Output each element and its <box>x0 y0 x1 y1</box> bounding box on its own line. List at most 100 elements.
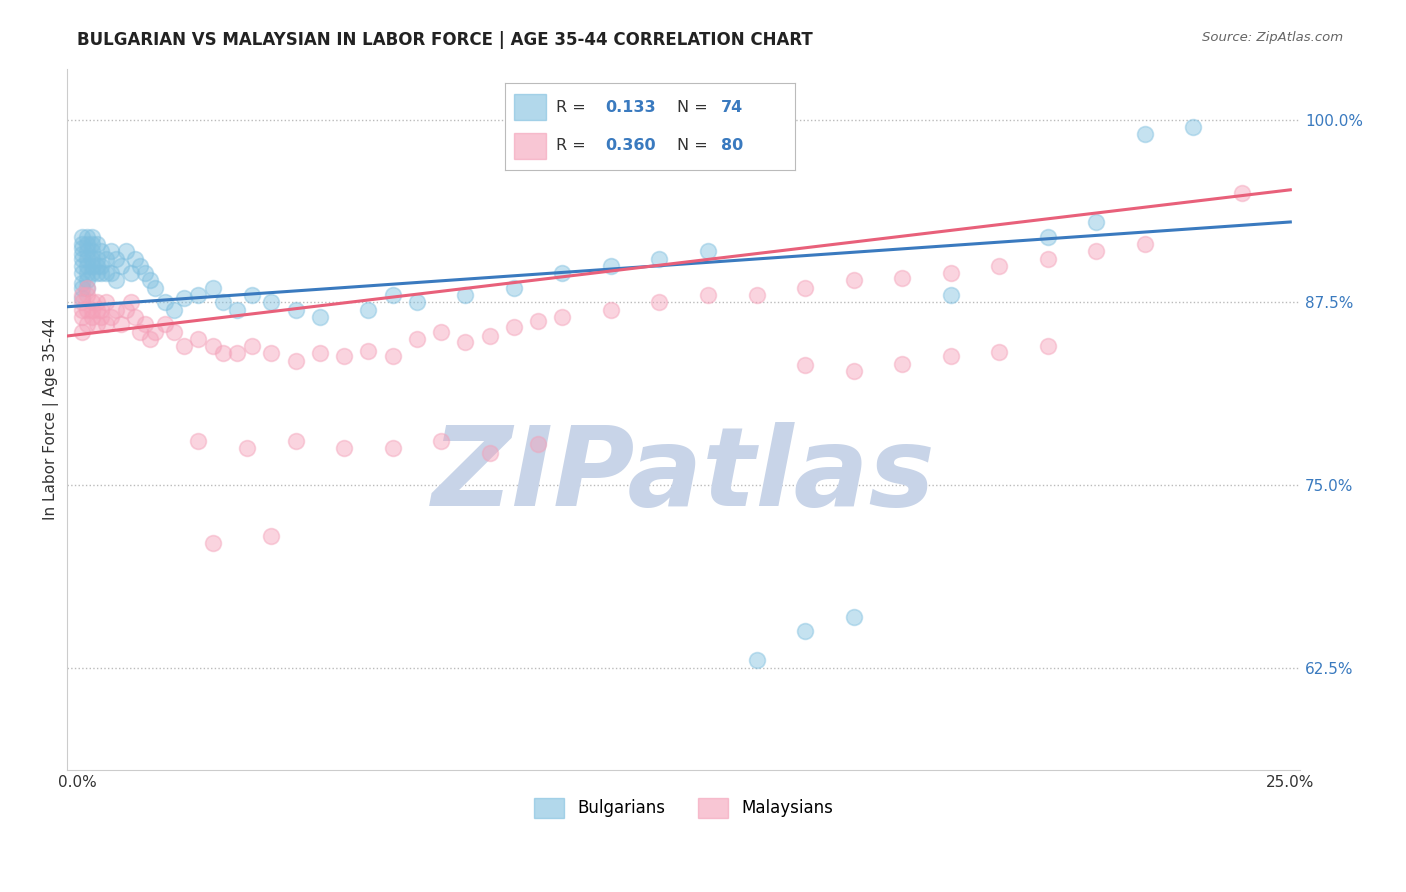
Point <box>80 310 103 324</box>
Point <box>90 259 112 273</box>
Point <box>76 236 98 251</box>
Point <box>100 310 122 324</box>
Point <box>70 241 93 255</box>
Point <box>794 358 817 372</box>
Point <box>527 314 550 328</box>
Point <box>80 244 103 259</box>
Point <box>284 353 307 368</box>
Point <box>86 259 108 273</box>
Point <box>430 434 453 449</box>
Point <box>96 318 118 332</box>
Point <box>80 236 103 251</box>
Point <box>129 259 152 273</box>
Point <box>284 302 307 317</box>
Point <box>80 229 103 244</box>
Point <box>110 318 132 332</box>
Point <box>284 434 307 449</box>
Point <box>86 295 108 310</box>
Point <box>648 252 671 266</box>
Text: Source: ZipAtlas.com: Source: ZipAtlas.com <box>1202 31 1343 45</box>
Point <box>745 653 768 667</box>
Point <box>76 288 98 302</box>
Point <box>143 281 166 295</box>
Point <box>357 302 380 317</box>
Point <box>80 295 103 310</box>
Point <box>260 529 283 543</box>
Point <box>124 310 146 324</box>
Point <box>551 310 574 324</box>
Point <box>648 295 671 310</box>
Point <box>939 350 962 364</box>
Point <box>100 244 122 259</box>
Point <box>260 346 283 360</box>
Point <box>104 252 127 266</box>
Point <box>104 273 127 287</box>
Point <box>96 295 118 310</box>
Point <box>240 288 263 302</box>
Point <box>794 624 817 639</box>
Point <box>745 288 768 302</box>
Point <box>454 334 477 349</box>
Point <box>70 295 93 310</box>
Point <box>90 244 112 259</box>
Point <box>129 325 152 339</box>
Point <box>76 318 98 332</box>
Point <box>76 259 98 273</box>
Point <box>86 318 108 332</box>
Point <box>381 288 404 302</box>
Point <box>76 281 98 295</box>
Point <box>70 266 93 280</box>
Point <box>70 277 93 291</box>
Point <box>527 437 550 451</box>
Point <box>405 332 427 346</box>
Point <box>153 318 176 332</box>
Point <box>70 291 93 305</box>
Point <box>842 273 865 287</box>
Text: ZIPatlas: ZIPatlas <box>432 422 935 529</box>
Point <box>202 281 225 295</box>
Point <box>100 266 122 280</box>
Point <box>551 266 574 280</box>
Point <box>381 350 404 364</box>
Point <box>86 236 108 251</box>
Point <box>143 325 166 339</box>
Point <box>1036 339 1059 353</box>
Point <box>478 329 501 343</box>
Point <box>70 259 93 273</box>
Point <box>187 434 209 449</box>
Point <box>405 295 427 310</box>
Point <box>80 259 103 273</box>
Point <box>76 252 98 266</box>
Point <box>333 442 356 456</box>
Point <box>211 346 233 360</box>
Point <box>114 244 136 259</box>
Point <box>842 364 865 378</box>
Point <box>357 343 380 358</box>
Point <box>1085 244 1108 259</box>
Point <box>308 310 330 324</box>
Point <box>70 252 93 266</box>
Point <box>794 281 817 295</box>
Point <box>240 339 263 353</box>
Point <box>90 310 112 324</box>
Point <box>187 332 209 346</box>
Point <box>86 252 108 266</box>
Point <box>96 252 118 266</box>
Point <box>120 266 142 280</box>
Point <box>430 325 453 339</box>
Point <box>939 288 962 302</box>
Point <box>76 229 98 244</box>
Point <box>76 244 98 259</box>
Point <box>90 266 112 280</box>
Point <box>173 339 195 353</box>
Point <box>96 266 118 280</box>
Point <box>260 295 283 310</box>
Point <box>90 302 112 317</box>
Point <box>503 281 526 295</box>
Point <box>70 302 93 317</box>
Point <box>1036 229 1059 244</box>
Point <box>600 302 623 317</box>
Point <box>1036 252 1059 266</box>
Point <box>134 266 156 280</box>
Point <box>600 259 623 273</box>
